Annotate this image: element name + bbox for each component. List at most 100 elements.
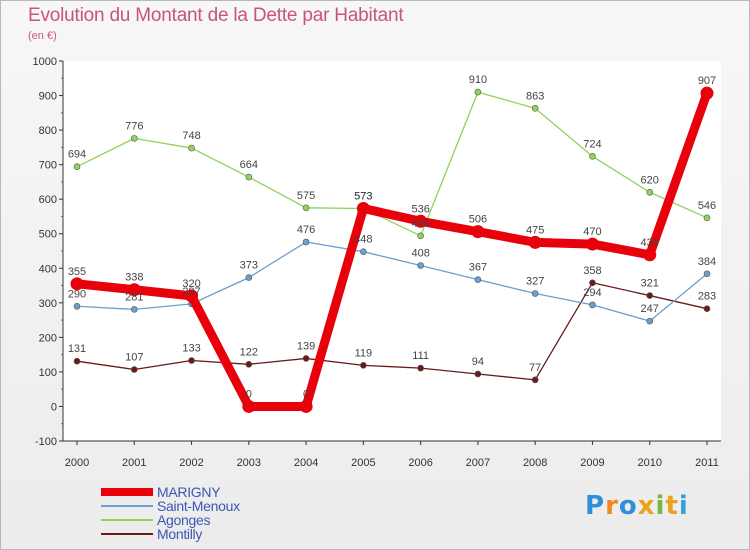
data-point <box>130 306 138 313</box>
data-point <box>185 289 199 303</box>
data-point <box>474 276 482 283</box>
data-point <box>646 188 654 196</box>
proxiti-logo: Proxiti <box>585 491 689 521</box>
data-point <box>471 225 485 239</box>
chart-lines <box>70 86 714 413</box>
data-point <box>474 88 482 96</box>
chart-axes: -100010020030040050060070080090010002000… <box>33 56 721 469</box>
data-point <box>130 366 138 373</box>
data-label: 476 <box>297 224 315 236</box>
data-point <box>127 283 141 297</box>
y-tick-label: 800 <box>39 125 57 137</box>
data-point <box>73 163 81 171</box>
y-tick-label: 1000 <box>33 56 57 68</box>
data-label: 139 <box>297 340 315 352</box>
x-tick-label: 2003 <box>237 457 261 469</box>
data-label: 384 <box>698 256 716 268</box>
data-point <box>585 237 599 251</box>
x-tick-label: 2002 <box>179 457 203 469</box>
data-label: 290 <box>68 288 86 300</box>
x-tick-label: 2011 <box>695 457 719 469</box>
legend-label: Agonges <box>157 512 211 528</box>
data-point <box>703 214 711 222</box>
legend-item: Agonges <box>101 512 240 528</box>
logo-letter: x <box>637 491 656 521</box>
data-point <box>245 274 253 281</box>
data-label: 439 <box>641 237 659 249</box>
data-point <box>589 301 596 309</box>
data-label: 281 <box>125 291 143 303</box>
data-label: 694 <box>68 149 86 161</box>
data-label: 119 <box>355 347 373 359</box>
data-label: 297 <box>182 286 200 298</box>
data-point <box>589 279 596 287</box>
data-point <box>531 290 539 297</box>
y-tick-label: 200 <box>39 332 57 344</box>
data-point <box>417 232 424 240</box>
data-label: 338 <box>125 272 143 284</box>
y-tick-label: 100 <box>39 367 57 379</box>
x-tick-label: 2000 <box>65 457 89 469</box>
data-label: 620 <box>641 174 659 186</box>
series-line-saint-menoux <box>76 241 708 322</box>
data-point <box>302 355 310 362</box>
y-tick-label: 0 <box>51 401 57 413</box>
logo-letter: r <box>605 491 619 521</box>
y-tick-label: 300 <box>39 298 57 310</box>
data-label: 355 <box>68 266 86 278</box>
chart-subtitle: (en €) <box>28 30 57 42</box>
y-tick-label: 400 <box>39 263 57 275</box>
data-label: 327 <box>526 275 544 287</box>
legend-swatch <box>101 533 153 535</box>
data-label: 494 <box>411 218 429 230</box>
logo-letter: i <box>655 491 666 521</box>
data-label: 573 <box>354 191 372 203</box>
data-label: 131 <box>68 343 86 355</box>
data-point <box>73 302 81 310</box>
data-point <box>356 202 370 216</box>
data-point <box>703 305 711 312</box>
y-tick-label: 900 <box>39 91 57 103</box>
legend-swatch <box>101 488 153 496</box>
data-label: 776 <box>125 120 143 132</box>
data-label: 863 <box>526 90 544 102</box>
data-point <box>643 248 657 262</box>
data-point <box>703 270 711 278</box>
data-label: 575 <box>297 190 315 202</box>
data-label: 0 <box>246 388 252 400</box>
data-label: 724 <box>583 138 601 150</box>
x-tick-label: 2006 <box>408 457 432 469</box>
data-point <box>528 235 542 249</box>
data-point <box>302 204 310 212</box>
chart-title: Evolution du Montant de la Dette par Hab… <box>28 5 404 26</box>
data-label: 77 <box>529 362 541 374</box>
data-point <box>417 364 424 372</box>
data-label: 408 <box>411 248 429 260</box>
y-tick-label: 600 <box>39 194 57 206</box>
data-point <box>360 362 367 369</box>
data-label: 664 <box>240 159 258 171</box>
data-point <box>245 173 253 181</box>
data-label: 373 <box>240 260 258 272</box>
data-label: 133 <box>182 343 200 355</box>
x-tick-label: 2009 <box>580 457 604 469</box>
data-labels: 355 338 320 0 0 573 536 506 475 470 439 907 290 281 29… <box>68 74 716 400</box>
legend-label: Saint-Menoux <box>157 498 240 514</box>
legend-swatch <box>101 505 153 507</box>
data-label: 294 <box>583 287 601 299</box>
data-label: 475 <box>526 224 544 236</box>
data-point <box>242 399 256 413</box>
series-line-montilly <box>76 282 708 381</box>
legend-label: Montilly <box>157 526 203 542</box>
data-point <box>646 292 654 299</box>
data-point <box>531 376 539 384</box>
data-label: 748 <box>182 130 200 142</box>
x-tick-label: 2005 <box>351 457 375 469</box>
logo-letter: o <box>618 491 638 521</box>
data-label: 358 <box>583 265 601 277</box>
data-point <box>302 238 310 246</box>
y-tick-label: 500 <box>39 229 57 241</box>
data-point <box>130 135 138 142</box>
data-point <box>417 262 424 269</box>
